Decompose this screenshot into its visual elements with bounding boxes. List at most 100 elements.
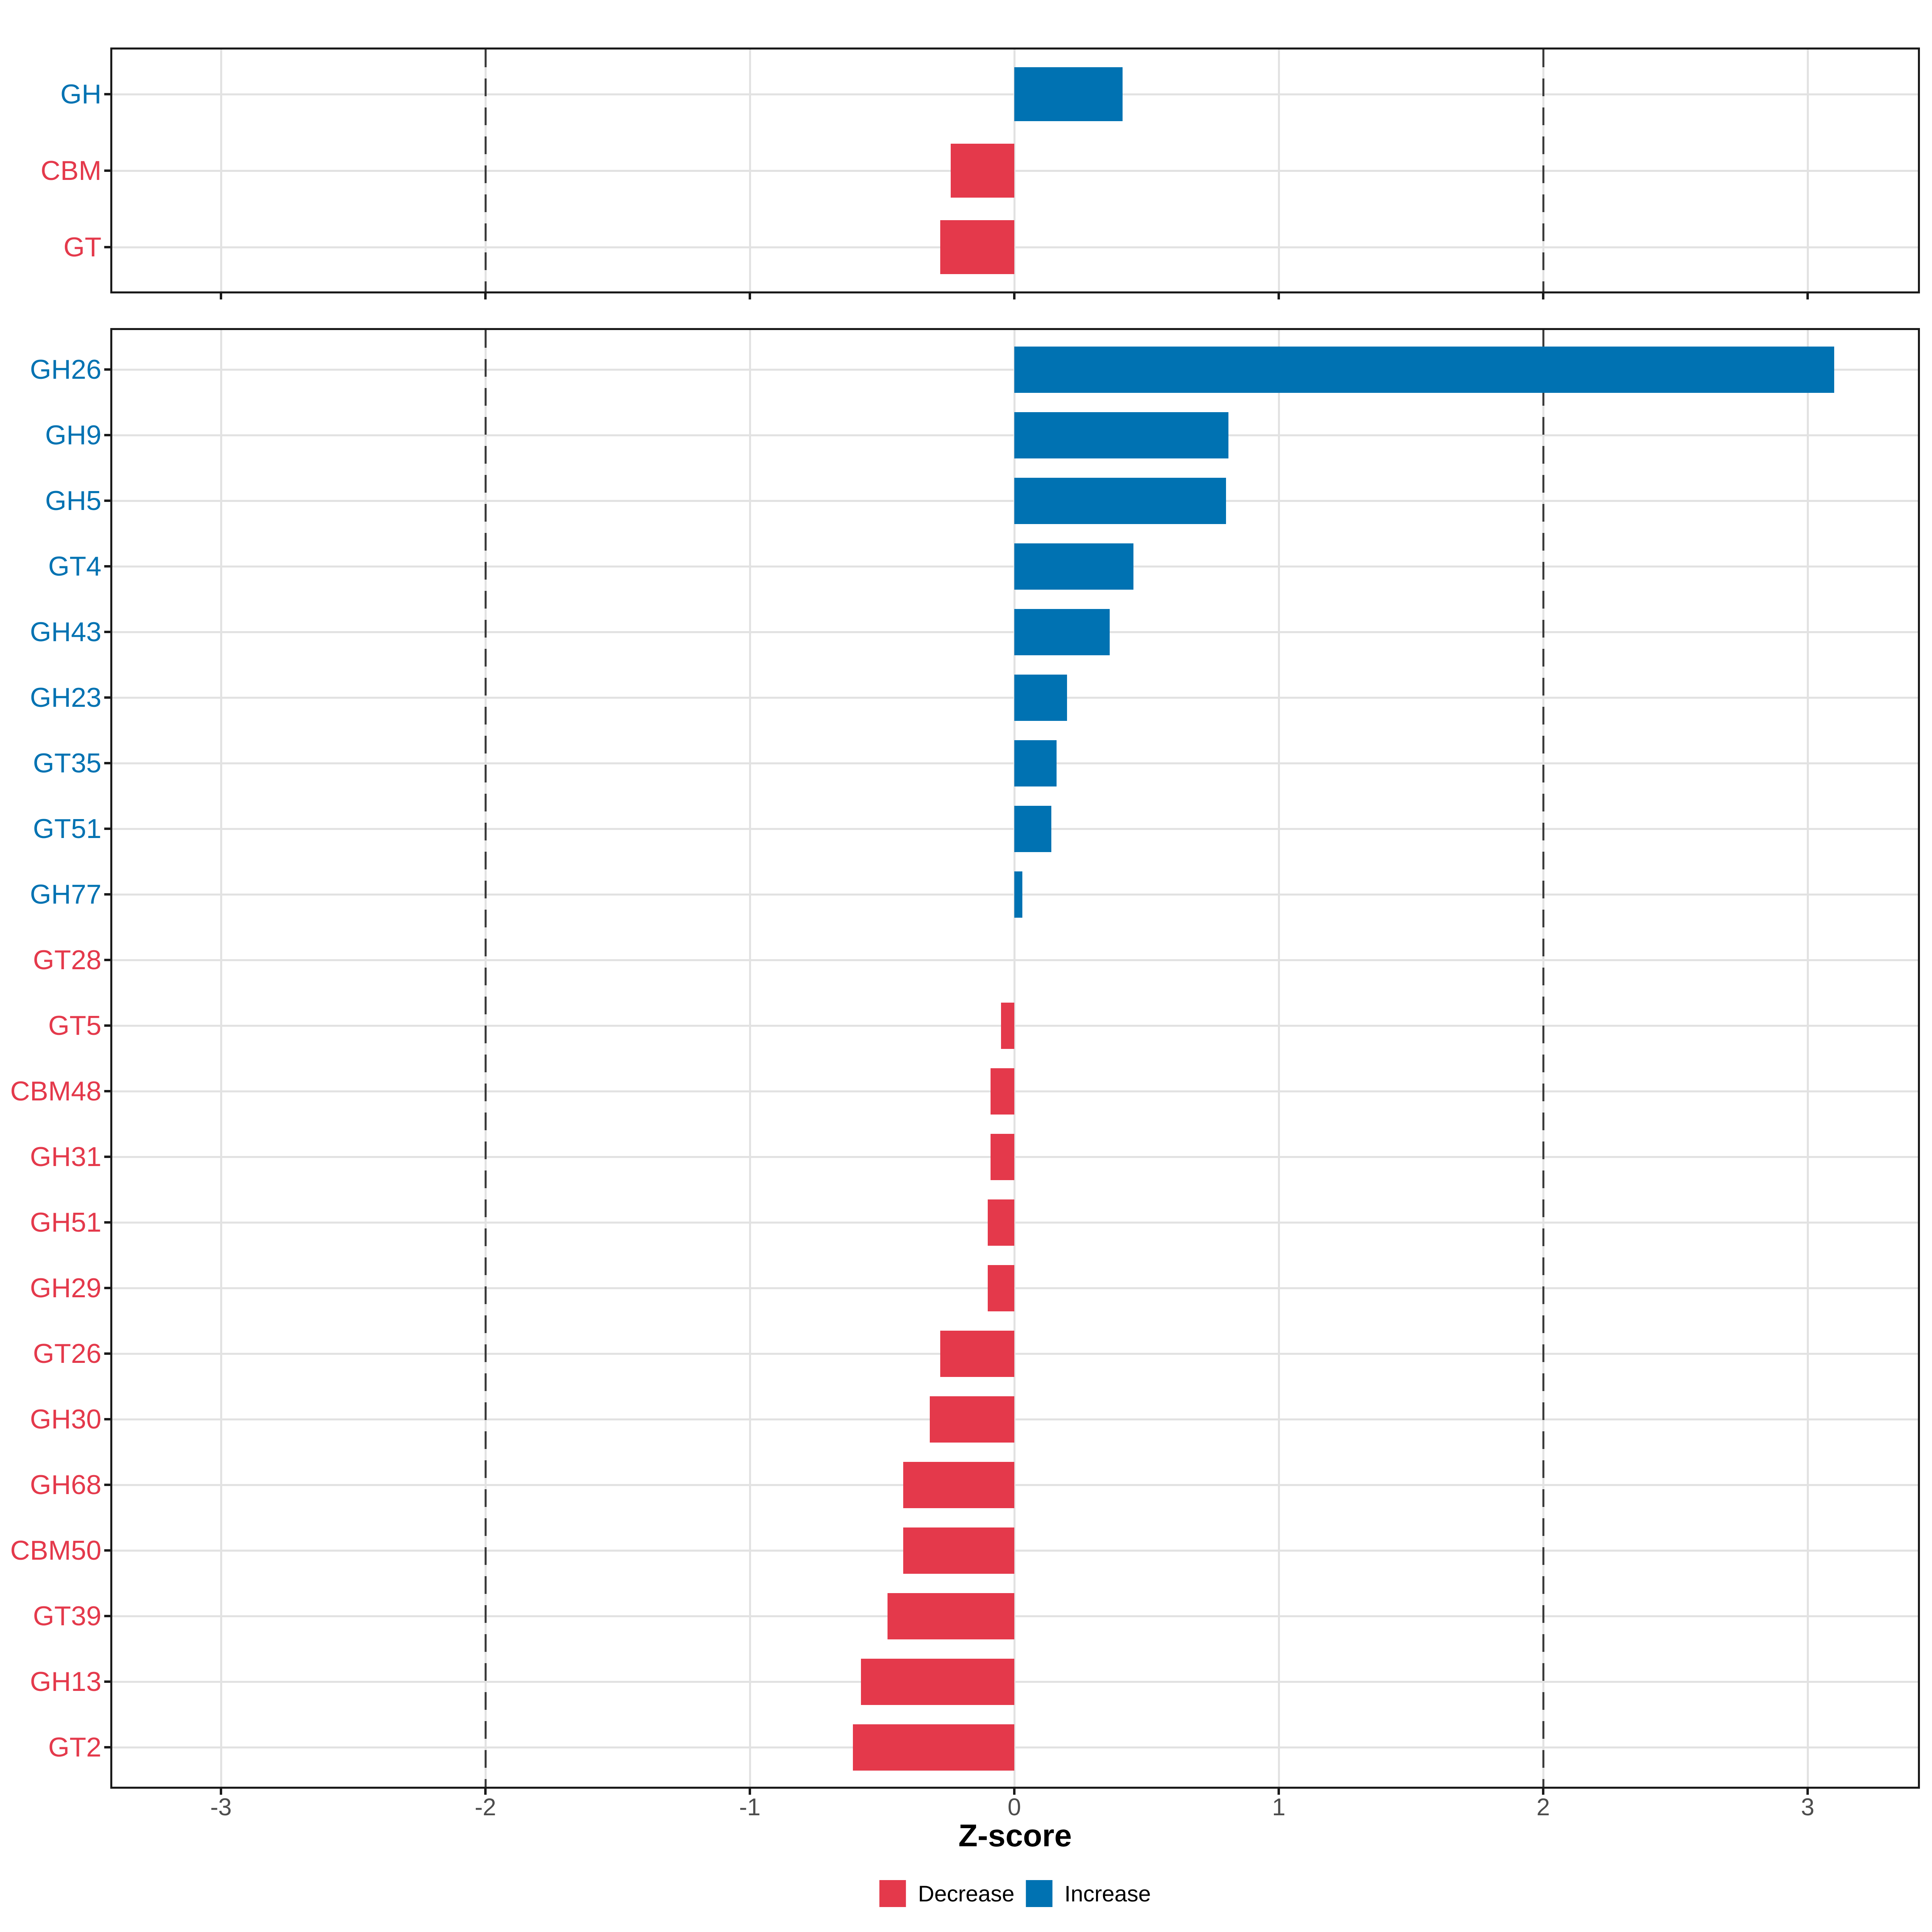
increase-swatch-icon: [1026, 1880, 1053, 1907]
reference-line: [1542, 330, 1544, 1787]
y-tick: [104, 631, 112, 633]
category-label: GT4: [48, 551, 101, 582]
bar: [990, 1133, 1014, 1180]
category-label: CBM48: [10, 1076, 101, 1106]
legend-label-decrease: Decrease: [918, 1880, 1015, 1906]
x-tick: [749, 291, 751, 299]
x-tick: [1542, 1787, 1544, 1795]
gridline-vertical: [220, 330, 222, 1787]
y-tick: [104, 565, 112, 568]
x-tick-label: 1: [1272, 1794, 1286, 1821]
reference-line: [1542, 50, 1544, 291]
bar: [1014, 805, 1051, 852]
bar: [1014, 674, 1067, 721]
y-tick: [104, 1615, 112, 1617]
y-tick: [104, 1484, 112, 1486]
x-tick: [1806, 291, 1809, 299]
bar: [988, 1199, 1014, 1246]
gridline-vertical: [1278, 330, 1280, 1787]
bar: [929, 1396, 1014, 1443]
y-tick: [104, 169, 112, 172]
bar: [951, 144, 1014, 198]
y-tick: [104, 762, 112, 764]
bar: [988, 1265, 1014, 1311]
y-tick: [104, 93, 112, 95]
gridline-horizontal: [112, 1352, 1918, 1355]
category-label: GH51: [30, 1207, 101, 1238]
bar: [853, 1724, 1014, 1771]
x-tick: [1013, 291, 1016, 299]
bar: [887, 1593, 1014, 1639]
category-label: GT28: [33, 945, 101, 975]
x-tick: [1013, 1787, 1016, 1795]
y-tick: [104, 696, 112, 699]
bar: [1001, 1002, 1014, 1049]
y-tick: [104, 1287, 112, 1289]
y-tick: [104, 1746, 112, 1748]
bar: [861, 1658, 1014, 1705]
gridline-horizontal: [112, 1090, 1918, 1092]
gridline-vertical: [749, 330, 751, 1787]
reference-line: [484, 50, 487, 291]
decrease-swatch-icon: [879, 1880, 906, 1907]
category-label: GH43: [30, 617, 101, 647]
bar: [1014, 543, 1133, 590]
bar: [1014, 346, 1834, 393]
x-tick: [1278, 291, 1280, 299]
bar: [940, 220, 1014, 274]
bar: [1014, 609, 1110, 655]
x-tick: [749, 1787, 751, 1795]
y-tick: [104, 1090, 112, 1092]
category-label: GH31: [30, 1141, 101, 1172]
y-tick: [104, 1352, 112, 1355]
category-label: GH29: [30, 1273, 101, 1303]
category-label: GT35: [33, 748, 101, 778]
gridline-horizontal: [112, 1549, 1918, 1552]
y-tick: [104, 246, 112, 248]
bar: [940, 1330, 1014, 1377]
y-tick: [104, 1024, 112, 1027]
legend-item-decrease: Decrease: [879, 1880, 1015, 1907]
category-label: GT2: [48, 1732, 101, 1763]
category-label: GH13: [30, 1666, 101, 1697]
bar: [1014, 67, 1123, 121]
y-tick: [104, 828, 112, 830]
reference-line: [484, 330, 487, 1787]
x-tick: [1542, 291, 1544, 299]
category-label: GT51: [33, 813, 101, 844]
category-label: GH30: [30, 1404, 101, 1435]
legend-item-increase: Increase: [1026, 1880, 1151, 1907]
y-tick: [104, 1418, 112, 1420]
category-label: GT39: [33, 1601, 101, 1631]
x-tick: [1278, 1787, 1280, 1795]
category-label: GH26: [30, 354, 101, 385]
category-label: CBM50: [10, 1535, 101, 1566]
x-tick-label: -2: [475, 1794, 496, 1821]
x-tick-label: -3: [210, 1794, 232, 1821]
y-tick: [104, 434, 112, 436]
bar: [1014, 477, 1226, 524]
legend: Decrease Increase: [879, 1880, 1151, 1907]
y-tick: [104, 893, 112, 896]
bar: [1014, 871, 1022, 918]
y-tick: [104, 1156, 112, 1158]
gridline-horizontal: [112, 1287, 1918, 1289]
category-label: GH77: [30, 879, 101, 910]
x-axis-title: Z-score: [958, 1818, 1072, 1853]
y-tick: [104, 368, 112, 371]
category-label: GH5: [45, 485, 101, 516]
gridline-horizontal: [112, 1024, 1918, 1027]
gridline-horizontal: [112, 1680, 1918, 1683]
bar: [1014, 412, 1229, 458]
bar: [903, 1527, 1014, 1574]
x-tick: [220, 1787, 222, 1795]
y-tick: [104, 1680, 112, 1683]
bar: [990, 1068, 1014, 1115]
x-tick: [220, 291, 222, 299]
category-label: GH68: [30, 1470, 101, 1500]
gridline-horizontal: [112, 169, 1918, 172]
gridline-horizontal: [112, 246, 1918, 248]
y-tick: [104, 1221, 112, 1224]
x-tick: [484, 1787, 487, 1795]
